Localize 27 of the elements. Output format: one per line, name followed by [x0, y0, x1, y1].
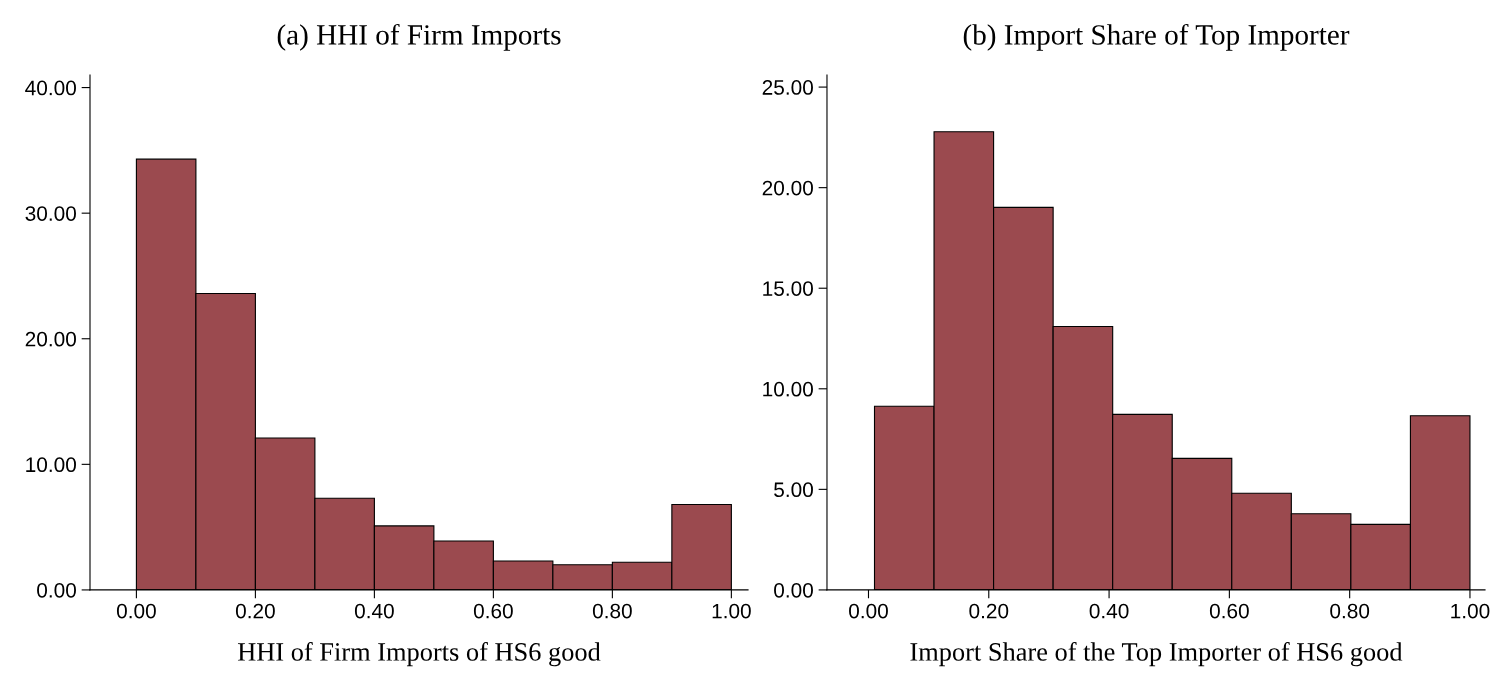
x-tick-label: 0.80	[592, 603, 632, 619]
y-tick-label: 30.00	[25, 206, 76, 221]
chart-title: (b) Import Share of Top Importer	[963, 23, 1350, 51]
x-tick-label: 0.20	[969, 603, 1009, 619]
x-tick-label: 0.40	[354, 603, 394, 619]
x-tick-label: 0.60	[1209, 603, 1249, 619]
y-tick-label: 40.00	[25, 80, 76, 96]
y-tick-label: 15.00	[763, 281, 813, 296]
x-tick-label: 0.00	[116, 603, 156, 619]
x-tick-label: 1.00	[1451, 603, 1490, 619]
y-tick-label: 5.00	[774, 482, 813, 498]
y-tick-label: 10.00	[763, 381, 813, 397]
y-tick-label: 0.00	[774, 582, 813, 598]
x-tick-label: 0.40	[1089, 603, 1129, 619]
y-tick-label: 10.00	[26, 457, 76, 473]
x-axis-title: HHI of Firm Imports of HS6 good	[237, 641, 601, 667]
x-tick-label: 0.80	[1330, 603, 1370, 619]
x-tick-label: 1.00	[712, 603, 751, 619]
y-tick-label: 20.00	[762, 180, 813, 196]
x-tick-label: 0.20	[235, 603, 275, 619]
y-tick-label: 25.00	[762, 80, 813, 95]
chart-title: (a) HHI of Firm Imports	[277, 23, 561, 51]
x-tick-label: 0.60	[473, 603, 513, 619]
y-tick-label: 20.00	[25, 331, 76, 347]
y-tick-label: 0.00	[37, 582, 76, 598]
x-axis-title: Import Share of the Top Importer of HS6 good	[910, 641, 1403, 667]
x-tick-label: 0.00	[849, 603, 888, 619]
